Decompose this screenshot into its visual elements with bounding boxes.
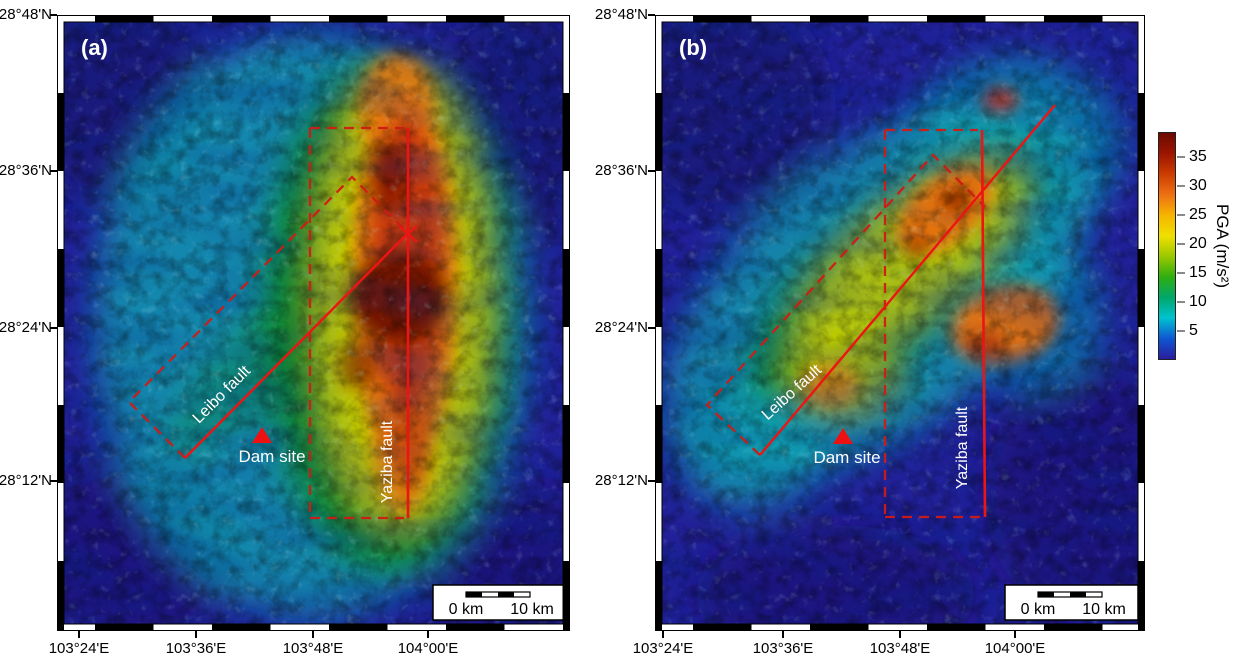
lat-label-a-12: 28°12'N — [0, 472, 52, 489]
scalebar-ruler-a — [465, 591, 531, 598]
colorbar-tick — [1177, 185, 1185, 187]
lon-tick-a — [78, 631, 80, 638]
rupture-box-leibo-a — [127, 175, 409, 459]
map-frame-b — [655, 15, 1145, 631]
lat-tick-b — [648, 14, 655, 16]
colorbar-tick-label-5: 5 — [1189, 322, 1198, 339]
colorbar-tick-label-15: 15 — [1189, 264, 1207, 281]
panel-letter-a: (a) — [81, 35, 108, 60]
colorbar-tick — [1177, 301, 1185, 303]
lat-label-b-24: 28°24'N — [594, 319, 648, 336]
pga-map-a: Dam site Leibo fault Yaziba fault (a) 0 … — [57, 15, 570, 631]
lon-tick-a — [427, 631, 429, 638]
lon-label-a-2: 103°48'E — [282, 640, 344, 657]
colorbar-tick-label-20: 20 — [1189, 235, 1207, 252]
lat-label-a-24: 28°24'N — [0, 319, 52, 336]
pga-map-b: Dam site Leibo fault Yaziba fault (b) 0 … — [655, 15, 1145, 631]
colorbar-tick-label-30: 30 — [1189, 177, 1207, 194]
lon-label-b-3: 104°00'E — [984, 640, 1046, 657]
terrain-b — [655, 15, 1145, 631]
colorbar-tick — [1177, 272, 1185, 274]
lat-label-b-36: 28°36'N — [594, 162, 648, 179]
map-panel-b: Dam site Leibo fault Yaziba fault (b) 0 … — [655, 15, 1145, 631]
lat-label-a-48: 28°48'N — [0, 6, 52, 23]
scalebar-b: 0 km 10 km — [1004, 584, 1139, 621]
scalebar-ruler-b — [1037, 591, 1103, 598]
lon-tick-b — [662, 631, 664, 638]
map-panel-a: Dam site Leibo fault Yaziba fault (a) 0 … — [57, 15, 570, 631]
lon-label-a-0: 103°24'E — [48, 640, 110, 657]
lat-tick-a — [50, 327, 57, 329]
lon-tick-b — [899, 631, 901, 638]
colorbar-gradient — [1158, 132, 1176, 360]
map-frame-a — [57, 15, 570, 631]
colorbar-tick-label-35: 35 — [1189, 148, 1207, 165]
lat-tick-b — [648, 327, 655, 329]
colorbar-tick — [1177, 214, 1185, 216]
annotations-a — [127, 126, 418, 520]
scalebar-ten-b: 10 km — [1082, 601, 1126, 618]
lon-label-a-1: 103°36'E — [165, 640, 227, 657]
colorbar-tick-label-10: 10 — [1189, 293, 1207, 310]
lat-tick-b — [648, 170, 655, 172]
lat-tick-a — [50, 480, 57, 482]
lon-label-b-0: 103°24'E — [632, 640, 694, 657]
colorbar-title: PGA (m/s²) — [1213, 203, 1232, 289]
yaziba-fault-line-b — [980, 129, 987, 518]
colorbar-tick-label-25: 25 — [1189, 206, 1207, 223]
lat-label-b-12: 28°12'N — [594, 472, 648, 489]
dam-site-marker-a — [252, 427, 272, 443]
rupture-box-yaziba-a — [308, 126, 404, 520]
lat-label-a-36: 28°36'N — [0, 162, 52, 179]
lon-tick-a — [312, 631, 314, 638]
dam-site-label-b: Dam site — [813, 448, 880, 467]
lat-tick-a — [50, 170, 57, 172]
annotations-b — [705, 104, 1056, 519]
lon-label-b-2: 103°48'E — [869, 640, 931, 657]
lon-tick-b — [782, 631, 784, 638]
scalebar-zero-a: 0 km — [449, 601, 484, 618]
leibo-fault-line-b — [759, 104, 1056, 456]
scalebar-a: 0 km 10 km — [432, 584, 567, 621]
yaziba-fault-label-a: Yaziba fault — [379, 420, 396, 503]
colorbar-tick — [1177, 156, 1185, 158]
lat-tick-b — [648, 480, 655, 482]
dam-site-marker-b — [833, 428, 853, 444]
rupture-box-yaziba-b — [883, 128, 981, 519]
panel-letter-b: (b) — [679, 35, 707, 60]
scalebar-ten-a: 10 km — [510, 601, 554, 618]
terrain-a — [57, 15, 570, 631]
lon-label-b-1: 103°36'E — [752, 640, 814, 657]
fault-junction-x-a — [398, 225, 418, 243]
yaziba-fault-label-b: Yaziba fault — [954, 406, 971, 489]
lon-tick-a — [195, 631, 197, 638]
lon-tick-b — [1014, 631, 1016, 638]
colorbar-tick — [1177, 243, 1185, 245]
rupture-box-leibo-b — [705, 153, 986, 456]
lon-label-a-3: 104°00'E — [397, 640, 459, 657]
dam-site-label-a: Dam site — [238, 447, 305, 466]
lat-label-b-48: 28°48'N — [594, 6, 648, 23]
scalebar-zero-b: 0 km — [1021, 601, 1056, 618]
colorbar-tick — [1177, 330, 1185, 332]
lat-tick-a — [50, 14, 57, 16]
leibo-fault-line-a — [184, 232, 409, 459]
